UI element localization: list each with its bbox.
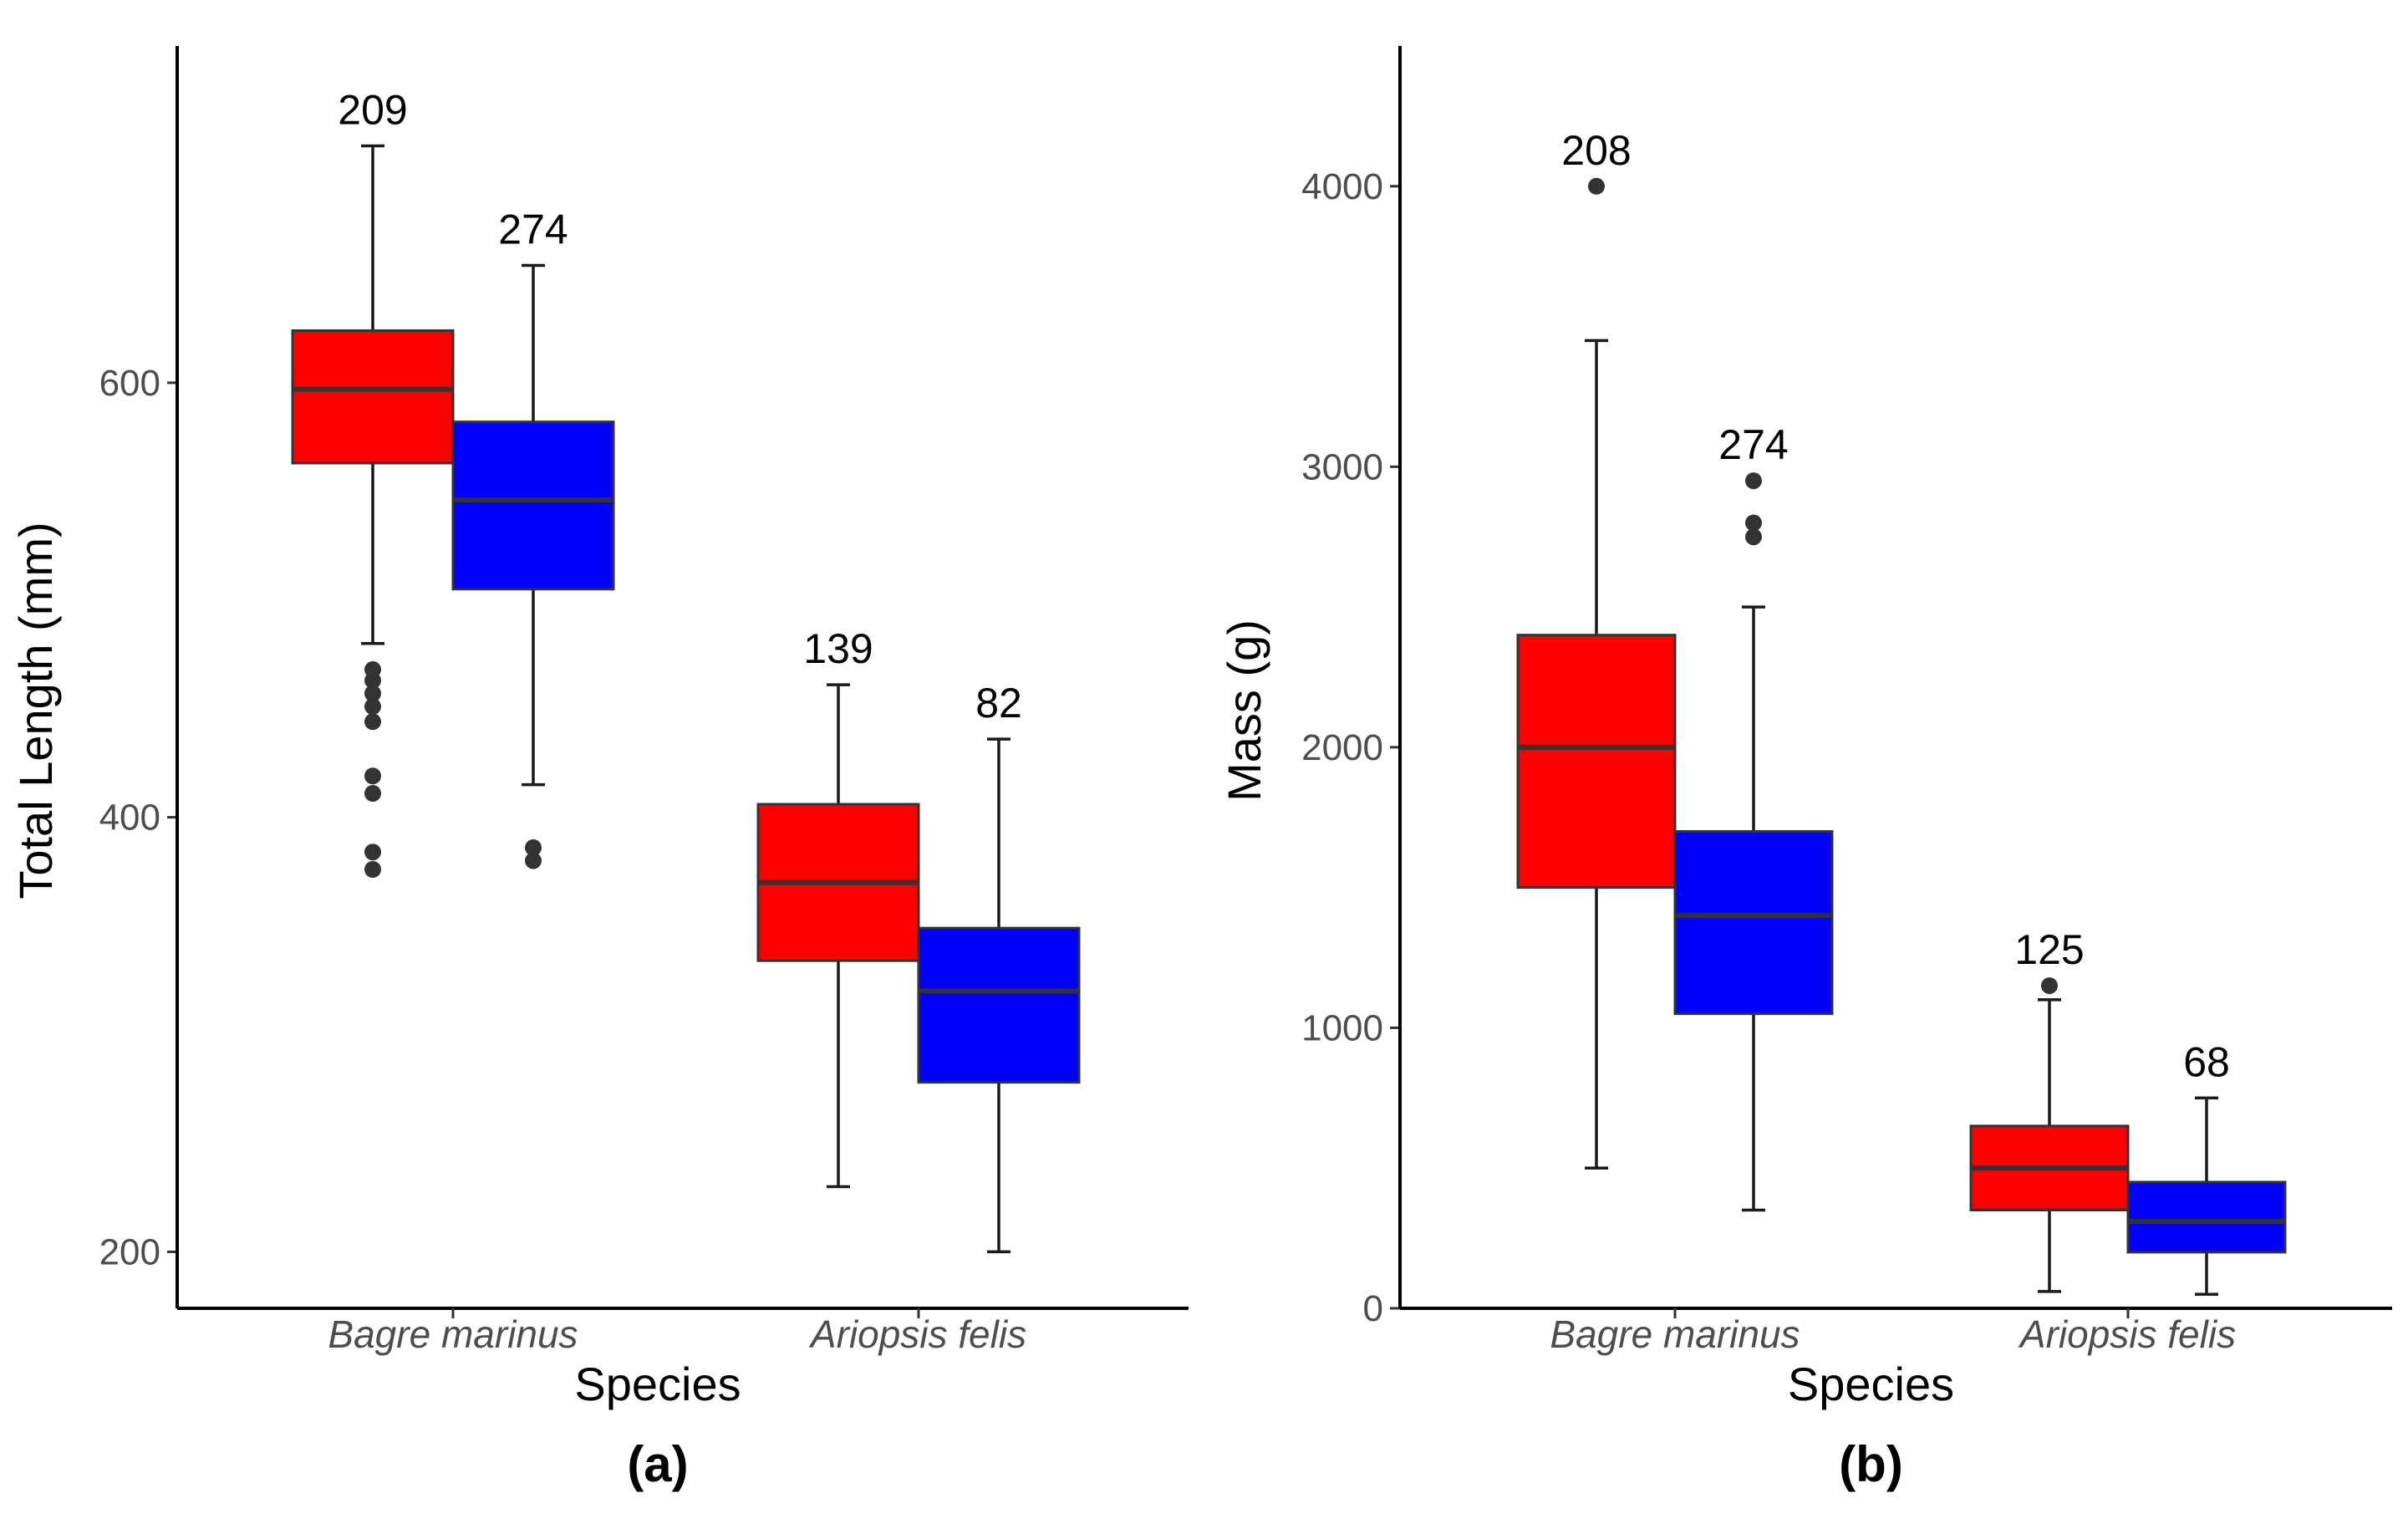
box-blue: [917, 926, 1081, 1084]
outlier-point: [364, 785, 381, 803]
sample-size-label: 274: [1718, 421, 1788, 468]
x-axis-title: Species: [574, 1358, 741, 1410]
x-category-label: Ariopsis felis: [2018, 1312, 2236, 1356]
outlier-point: [364, 767, 381, 785]
panel-b-chart: 0 1000 2000 3000 4000 208 274 125 68 Bagre marinu…: [1218, 46, 2392, 1492]
panel-label: (b): [1839, 1436, 1903, 1492]
box-blue: [1673, 830, 1834, 1016]
sample-size-label: 125: [2014, 926, 2084, 973]
outlier-point: [364, 660, 381, 678]
outlier-point: [1745, 514, 1762, 532]
y-tick-label: 2000: [1301, 727, 1383, 768]
outlier-point: [364, 713, 381, 731]
y-tick-label: 3000: [1301, 446, 1383, 487]
sample-size-label: 209: [338, 87, 407, 134]
box-blue: [2126, 1180, 2287, 1254]
sample-size-label: 82: [975, 680, 1022, 726]
y-tick-label: 0: [1363, 1288, 1383, 1329]
x-category-label: Bagre marinus: [328, 1312, 578, 1356]
panel-a-chart: 200 400 600 209 274 139 82 Bagre marinus Ariopsi…: [9, 46, 1189, 1492]
outlier-point: [364, 698, 381, 716]
sample-size-label: 139: [803, 625, 873, 672]
y-tick-label: 600: [99, 363, 160, 404]
y-axis-title: Mass (g): [1218, 619, 1270, 802]
outlier-point: [1745, 472, 1762, 490]
sample-size-label: 68: [2183, 1038, 2230, 1085]
y-axis-title: Total Length (mm): [9, 522, 62, 899]
panel-label: (a): [627, 1436, 688, 1492]
outlier-point: [364, 685, 381, 702]
box-red: [291, 329, 455, 465]
outlier-point: [364, 861, 381, 879]
outlier-point: [1588, 177, 1605, 195]
box-blue: [451, 420, 615, 591]
x-category-label: Ariopsis felis: [808, 1312, 1026, 1356]
box-red: [1516, 634, 1677, 889]
y-tick-label: 4000: [1301, 166, 1383, 207]
outlier-point: [525, 852, 542, 869]
y-tick-label: 400: [99, 798, 160, 838]
outlier-point: [364, 843, 381, 861]
outlier-point: [2041, 977, 2058, 995]
y-tick-label: 1000: [1301, 1007, 1383, 1048]
y-tick-label: 200: [99, 1231, 160, 1272]
outlier-point: [1745, 528, 1762, 546]
sample-size-label: 208: [1561, 127, 1631, 174]
x-axis-title: Species: [1788, 1358, 1954, 1410]
outlier-point: [525, 839, 542, 857]
sample-size-label: 274: [498, 206, 568, 252]
x-category-label: Bagre marinus: [1550, 1312, 1800, 1356]
